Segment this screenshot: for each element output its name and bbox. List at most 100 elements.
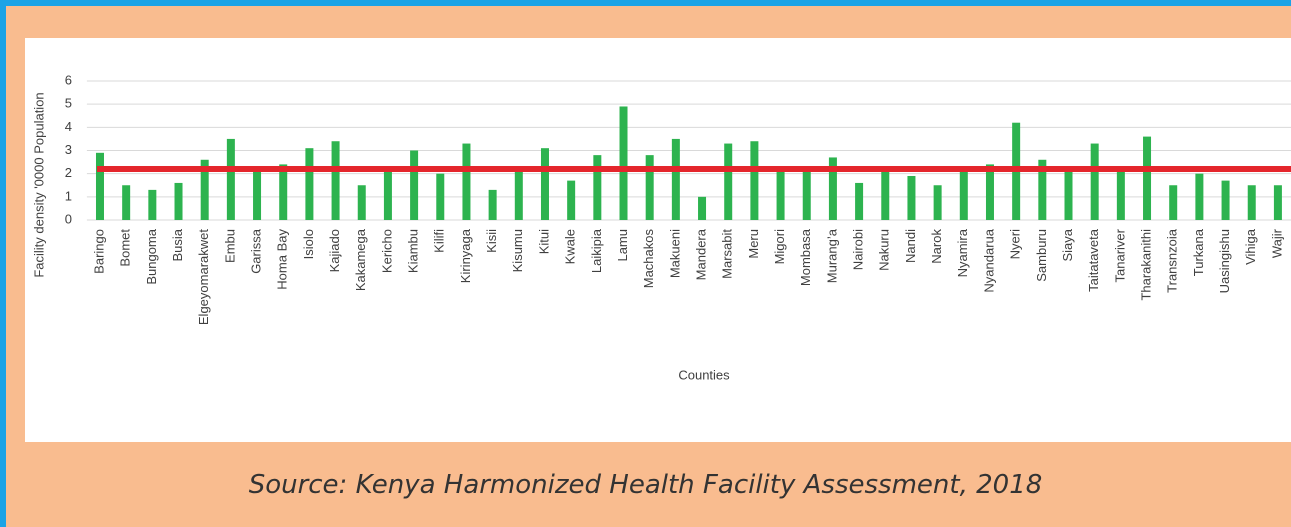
bar xyxy=(828,157,837,220)
bar xyxy=(1064,169,1073,220)
y-tick-label: 6 xyxy=(65,72,72,87)
x-tick-label: Kiambu xyxy=(406,229,421,273)
x-tick-label: Bomet xyxy=(118,229,133,267)
bar xyxy=(462,143,471,220)
bar xyxy=(724,143,733,220)
x-tick-label: Kisii xyxy=(484,229,499,253)
bar xyxy=(1038,159,1047,220)
bar xyxy=(750,141,759,220)
x-tick-label: Uasingishu xyxy=(1217,229,1232,293)
x-tick-label: Nandi xyxy=(903,229,918,263)
bar xyxy=(1116,169,1125,220)
bar xyxy=(671,138,680,220)
bar xyxy=(436,173,445,220)
bar xyxy=(698,196,707,220)
x-tick-label: Machakos xyxy=(641,229,656,289)
bar xyxy=(855,182,864,220)
source: Source: Kenya Harmonized Health Facility… xyxy=(248,470,1043,500)
bar xyxy=(1143,136,1152,220)
x-tick-label: Garissa xyxy=(248,228,263,274)
bar xyxy=(1090,143,1099,220)
bar xyxy=(122,185,131,220)
bar xyxy=(514,169,523,220)
bar xyxy=(279,164,288,220)
bar xyxy=(331,141,340,220)
bar xyxy=(1195,173,1204,220)
x-tick-label: Baringo xyxy=(91,229,106,274)
bar xyxy=(619,106,628,220)
bar xyxy=(540,148,549,220)
x-tick-label: Wajir xyxy=(1269,228,1284,258)
x-tick-label: Elgeyomarakwet xyxy=(196,229,211,325)
x-tick-label: Kwale xyxy=(563,229,578,264)
x-tick-label: Transnzoia xyxy=(1165,228,1180,293)
bar xyxy=(253,169,262,220)
x-tick-label: Embu xyxy=(222,229,237,263)
bar xyxy=(174,182,183,220)
x-tick-label: Vihiga xyxy=(1243,228,1258,265)
x-tick-label: Bungoma xyxy=(144,228,159,284)
bar xyxy=(95,152,104,220)
x-tick-label: Nakuru xyxy=(877,229,892,271)
bar xyxy=(1273,185,1282,220)
bar xyxy=(148,189,157,220)
x-tick-label: Narok xyxy=(929,229,944,264)
bar xyxy=(593,155,602,220)
y-axis-title: Facility density '0000 Population xyxy=(31,92,46,277)
bar xyxy=(357,185,366,220)
x-tick-label: Nyandarua xyxy=(981,228,996,292)
x-tick-label: Samburu xyxy=(1034,229,1049,282)
x-tick-label: Kajiado xyxy=(327,229,342,272)
bar xyxy=(383,171,392,220)
x-tick-label: Marsabit xyxy=(720,229,735,279)
x-axis-title: Counties xyxy=(678,367,730,382)
x-tick-label: Homa Bay xyxy=(275,229,290,290)
x-tick-label: Isiolo xyxy=(301,229,316,259)
bar xyxy=(881,169,890,220)
bar xyxy=(776,169,785,220)
y-tick-label: 2 xyxy=(65,165,72,180)
bar xyxy=(907,175,916,220)
x-tick-label: Murang’a xyxy=(824,228,839,283)
bar xyxy=(226,138,235,220)
x-tick-label: Nairobi xyxy=(851,229,866,270)
y-tick-label: 1 xyxy=(65,188,72,203)
y-tick-label: 5 xyxy=(65,96,72,111)
x-tick-label: Makueni xyxy=(667,229,682,278)
bar xyxy=(959,169,968,220)
x-tick-label: Nyeri xyxy=(1008,229,1023,259)
bar xyxy=(305,148,314,220)
x-tick-label: Meru xyxy=(746,229,761,259)
x-tick-label: Busia xyxy=(170,228,185,261)
chart-area xyxy=(25,38,1291,442)
x-tick-label: Siaya xyxy=(1060,228,1075,261)
bar xyxy=(567,180,576,220)
bar xyxy=(1221,180,1230,220)
bar xyxy=(985,164,994,220)
x-tick-label: Turkana xyxy=(1191,228,1206,276)
x-tick-label: Kilifi xyxy=(432,229,447,253)
bar xyxy=(802,169,811,220)
x-tick-label: Taitataveta xyxy=(1086,228,1101,292)
x-tick-label: Mandera xyxy=(693,228,708,280)
x-tick-label: Nyamira xyxy=(955,228,970,277)
bar xyxy=(200,159,209,220)
bar xyxy=(645,155,654,220)
x-tick-label: Kericho xyxy=(379,229,394,273)
bar xyxy=(933,185,942,220)
x-tick-label: Kirinyaga xyxy=(458,228,473,283)
y-tick-label: 3 xyxy=(65,142,72,157)
x-tick-label: Tanariver xyxy=(1112,228,1127,282)
x-tick-label: Migori xyxy=(772,229,787,265)
x-tick-label: Mombasa xyxy=(798,228,813,286)
bar xyxy=(488,189,497,220)
x-tick-label: Kisumu xyxy=(510,229,525,272)
y-tick-label: 4 xyxy=(65,119,72,134)
bar xyxy=(1247,185,1256,220)
y-tick-label: 0 xyxy=(65,211,72,226)
bar xyxy=(410,150,419,220)
x-tick-label: Tharakanithi xyxy=(1138,229,1153,301)
x-tick-label: Kakamega xyxy=(353,228,368,291)
